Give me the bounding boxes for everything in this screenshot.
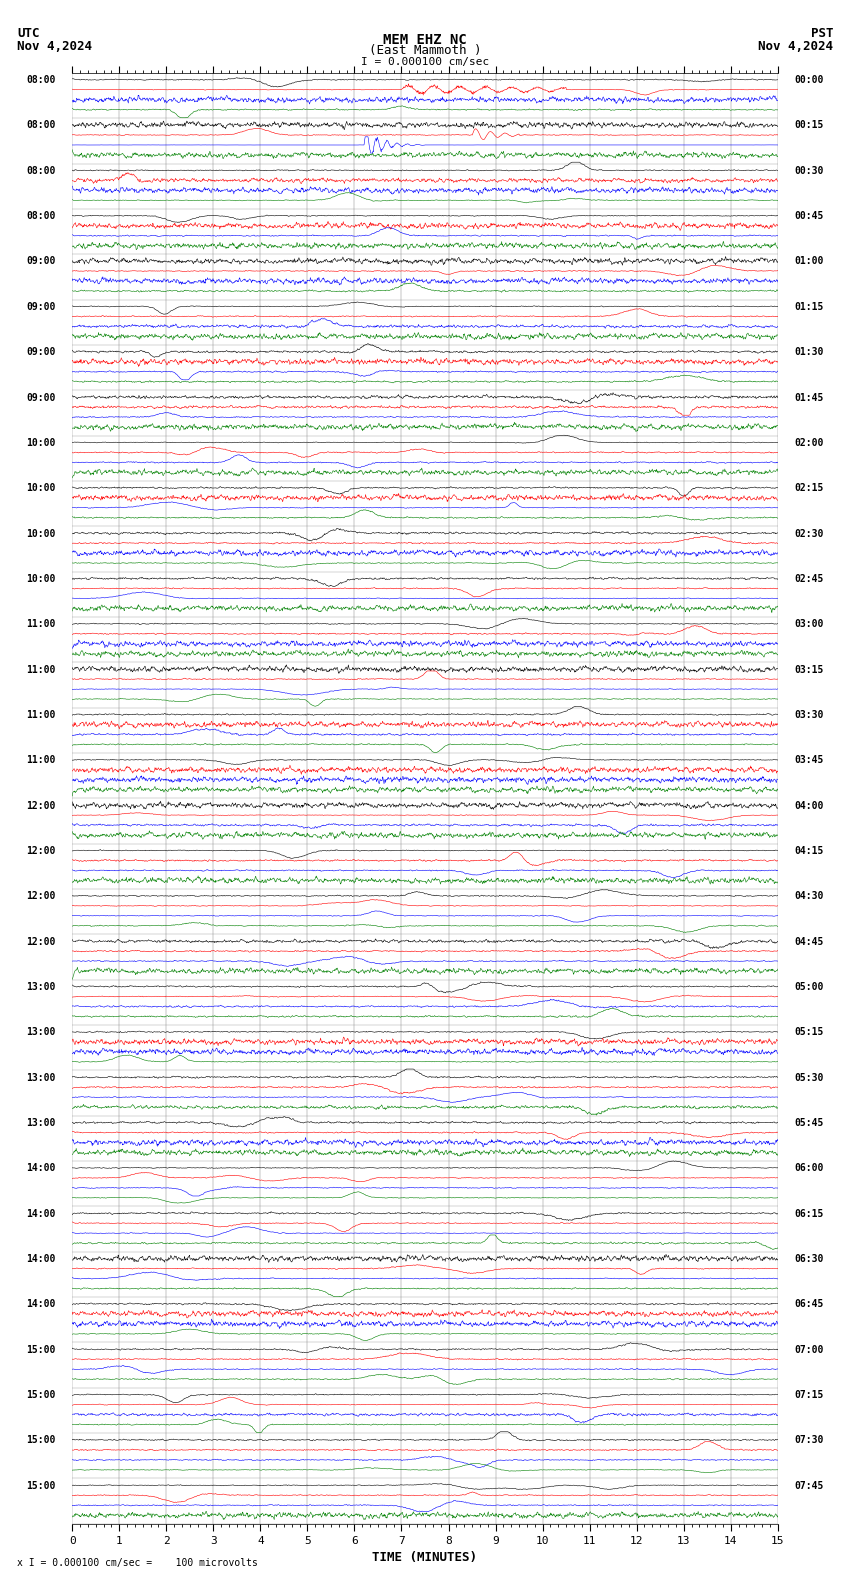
Text: 08:00: 08:00 xyxy=(26,166,56,176)
Text: 05:15: 05:15 xyxy=(794,1028,824,1038)
Text: 02:15: 02:15 xyxy=(794,483,824,493)
Text: 03:30: 03:30 xyxy=(794,710,824,719)
Text: 03:45: 03:45 xyxy=(794,756,824,765)
Text: 11:00: 11:00 xyxy=(26,665,56,675)
Text: 06:45: 06:45 xyxy=(794,1299,824,1310)
Text: 10:00: 10:00 xyxy=(26,437,56,448)
Text: 01:45: 01:45 xyxy=(794,393,824,402)
Text: 04:30: 04:30 xyxy=(794,892,824,901)
Text: Nov 4,2024: Nov 4,2024 xyxy=(758,40,833,52)
Text: 09:00: 09:00 xyxy=(26,347,56,356)
Text: I = 0.000100 cm/sec: I = 0.000100 cm/sec xyxy=(361,57,489,67)
Text: 07:00: 07:00 xyxy=(794,1345,824,1354)
Text: 14:00: 14:00 xyxy=(26,1299,56,1310)
Text: 13:00: 13:00 xyxy=(26,1072,56,1082)
Text: 00:00: 00:00 xyxy=(794,74,824,86)
Text: 07:30: 07:30 xyxy=(794,1435,824,1445)
Text: 01:30: 01:30 xyxy=(794,347,824,356)
Text: 00:15: 00:15 xyxy=(794,120,824,130)
Text: 00:45: 00:45 xyxy=(794,211,824,222)
Text: 05:30: 05:30 xyxy=(794,1072,824,1082)
Text: 08:00: 08:00 xyxy=(26,211,56,222)
Text: 15:00: 15:00 xyxy=(26,1435,56,1445)
Text: 00:30: 00:30 xyxy=(794,166,824,176)
Text: 09:00: 09:00 xyxy=(26,303,56,312)
Text: 05:00: 05:00 xyxy=(794,982,824,992)
Text: 02:30: 02:30 xyxy=(794,529,824,539)
Text: 15:00: 15:00 xyxy=(26,1391,56,1400)
Text: 06:30: 06:30 xyxy=(794,1255,824,1264)
Text: x I = 0.000100 cm/sec =    100 microvolts: x I = 0.000100 cm/sec = 100 microvolts xyxy=(17,1559,258,1568)
Text: 01:00: 01:00 xyxy=(794,257,824,266)
Text: 14:00: 14:00 xyxy=(26,1255,56,1264)
Text: 11:00: 11:00 xyxy=(26,756,56,765)
Text: 09:00: 09:00 xyxy=(26,393,56,402)
Text: 08:00: 08:00 xyxy=(26,120,56,130)
Text: Nov 4,2024: Nov 4,2024 xyxy=(17,40,92,52)
Text: 14:00: 14:00 xyxy=(26,1209,56,1218)
Text: 14:00: 14:00 xyxy=(26,1163,56,1174)
Text: 13:00: 13:00 xyxy=(26,1118,56,1128)
Text: (East Mammoth ): (East Mammoth ) xyxy=(369,44,481,57)
Text: 09:00: 09:00 xyxy=(26,257,56,266)
Text: 11:00: 11:00 xyxy=(26,619,56,629)
Text: 02:00: 02:00 xyxy=(794,437,824,448)
Text: 15:00: 15:00 xyxy=(26,1481,56,1491)
Text: 06:00: 06:00 xyxy=(794,1163,824,1174)
Text: 11:00: 11:00 xyxy=(26,710,56,719)
Text: 12:00: 12:00 xyxy=(26,936,56,947)
Text: UTC: UTC xyxy=(17,27,39,40)
Text: 10:00: 10:00 xyxy=(26,529,56,539)
Text: 04:00: 04:00 xyxy=(794,800,824,811)
Text: 15:00: 15:00 xyxy=(26,1345,56,1354)
Text: 05:45: 05:45 xyxy=(794,1118,824,1128)
Text: 10:00: 10:00 xyxy=(26,573,56,584)
Text: 08:00: 08:00 xyxy=(26,74,56,86)
Text: 10:00: 10:00 xyxy=(26,483,56,493)
X-axis label: TIME (MINUTES): TIME (MINUTES) xyxy=(372,1551,478,1563)
Text: 04:15: 04:15 xyxy=(794,846,824,855)
Text: 13:00: 13:00 xyxy=(26,1028,56,1038)
Text: 12:00: 12:00 xyxy=(26,892,56,901)
Text: 07:15: 07:15 xyxy=(794,1391,824,1400)
Text: 07:45: 07:45 xyxy=(794,1481,824,1491)
Text: 02:45: 02:45 xyxy=(794,573,824,584)
Text: PST: PST xyxy=(811,27,833,40)
Text: 12:00: 12:00 xyxy=(26,846,56,855)
Text: 13:00: 13:00 xyxy=(26,982,56,992)
Text: MEM EHZ NC: MEM EHZ NC xyxy=(383,33,467,48)
Text: 03:15: 03:15 xyxy=(794,665,824,675)
Text: 12:00: 12:00 xyxy=(26,800,56,811)
Text: 01:15: 01:15 xyxy=(794,303,824,312)
Text: 04:45: 04:45 xyxy=(794,936,824,947)
Text: 06:15: 06:15 xyxy=(794,1209,824,1218)
Text: 03:00: 03:00 xyxy=(794,619,824,629)
